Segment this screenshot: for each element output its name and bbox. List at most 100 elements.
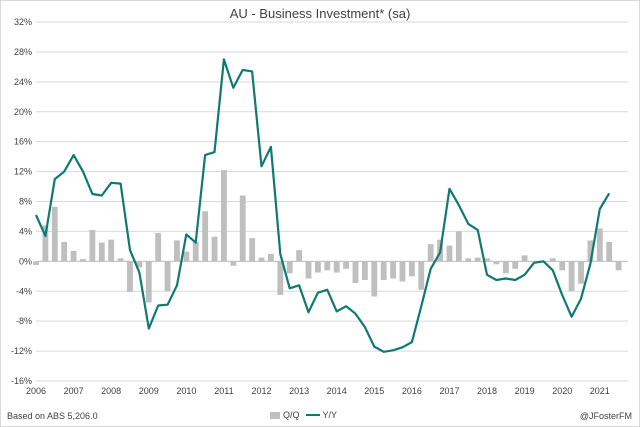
qq-bar	[578, 261, 584, 284]
qq-bar	[230, 261, 237, 266]
x-tick-label: 2007	[64, 386, 84, 396]
qq-bar	[512, 261, 519, 269]
y-tick-label: 24%	[14, 77, 32, 87]
qq-bar	[89, 229, 96, 262]
x-tick-label: 2014	[327, 386, 347, 396]
x-tick-label: 2006	[26, 386, 46, 396]
y-tick-label: 32%	[14, 17, 32, 27]
legend-item-qq: Q/Q	[270, 410, 300, 420]
author-credit: @JFosterFM	[579, 411, 632, 421]
legend-swatch-qq	[270, 411, 280, 419]
qq-bar	[202, 211, 209, 262]
y-tick-label: 28%	[14, 47, 32, 57]
qq-bar	[33, 261, 39, 266]
qq-bar	[61, 241, 68, 262]
qq-bar	[371, 261, 378, 297]
qq-bar	[324, 261, 331, 271]
qq-bar	[380, 261, 387, 281]
y-tick-label: 12%	[14, 167, 32, 177]
qq-bar	[258, 257, 265, 262]
legend-label-yy: Y/Y	[322, 410, 338, 420]
qq-bar	[305, 261, 312, 279]
y-tick-label: -16%	[11, 376, 32, 386]
chart-title: AU - Business Investment* (sa)	[229, 6, 411, 21]
source-note: Based on ABS 5,206.0	[7, 411, 98, 421]
qq-bar	[192, 241, 199, 262]
x-tick-label: 2017	[439, 386, 459, 396]
legend-label-qq: Q/Q	[283, 410, 300, 420]
qq-bar	[145, 261, 152, 303]
qq-bar	[615, 261, 622, 271]
x-tick-label: 2015	[364, 386, 384, 396]
yy-line	[34, 58, 611, 353]
qq-bar	[296, 250, 303, 262]
x-tick-label: 2010	[176, 386, 196, 396]
qq-bar	[455, 231, 462, 262]
qq-bar	[108, 239, 115, 262]
qq-bar	[314, 261, 321, 273]
x-tick-label: 2008	[101, 386, 121, 396]
x-tick-label: 2011	[214, 386, 233, 396]
x-tick-label: 2021	[590, 386, 610, 396]
x-tick-label: 2020	[552, 386, 572, 396]
qq-bar	[606, 241, 613, 262]
qq-bar	[268, 253, 274, 262]
qq-bar	[559, 261, 566, 271]
qq-bar	[521, 255, 528, 262]
qq-bar	[127, 261, 133, 292]
qq-bar	[117, 258, 124, 262]
y-tick-label: 0%	[19, 256, 32, 266]
legend-item-yy: Y/Y	[305, 410, 338, 420]
qq-bar	[418, 261, 425, 290]
qq-bar	[183, 251, 190, 262]
y-tick-label: 8%	[19, 197, 32, 207]
qq-bar	[343, 261, 350, 269]
qq-bar	[587, 240, 594, 262]
qq-bar	[164, 261, 171, 292]
y-tick-label: -8%	[16, 316, 32, 326]
y-tick-label: 20%	[14, 107, 32, 117]
qq-bar	[211, 236, 218, 262]
qq-bar	[221, 170, 227, 262]
qq-bar	[70, 250, 77, 262]
y-tick-label: -4%	[16, 286, 32, 296]
qq-bar	[333, 261, 340, 273]
qq-bar	[399, 261, 406, 282]
qq-bar	[446, 245, 453, 262]
qq-bar	[493, 261, 500, 265]
x-tick-label: 2018	[477, 386, 497, 396]
qq-bar	[352, 261, 359, 284]
qq-bar	[286, 261, 293, 274]
qq-bar	[408, 261, 415, 277]
y-tick-label: 4%	[19, 226, 32, 236]
x-tick-label: 2019	[515, 386, 535, 396]
qq-bar	[249, 238, 256, 262]
legend: Q/Q Y/Y	[270, 410, 337, 420]
x-tick-label: 2009	[139, 386, 159, 396]
qq-bar	[502, 261, 509, 274]
qq-bar	[484, 258, 490, 262]
qq-bar	[361, 261, 368, 281]
qq-bar	[51, 206, 58, 262]
x-tick-label: 2013	[289, 386, 309, 396]
qq-bar	[427, 244, 434, 262]
y-axis-ticks: 32% 28% 24% 20% 16% 12% 8% 4% 0% -4% -8% -12% -16%	[11, 17, 32, 386]
qq-bar	[465, 258, 472, 262]
x-tick-label: 2016	[402, 386, 422, 396]
x-axis-ticks: 2006 2007 2008 2009 2010 2011 2012 2013 2014 2015…	[26, 386, 610, 396]
qq-bar	[98, 242, 105, 262]
legend-swatch-yy	[305, 414, 320, 416]
yy-series-line	[34, 58, 611, 353]
qq-bar	[596, 228, 603, 262]
qq-bar	[174, 240, 180, 262]
qq-bar	[474, 257, 481, 262]
qq-bar	[136, 261, 143, 268]
qq-bar	[277, 261, 284, 295]
y-tick-label: 16%	[14, 137, 32, 147]
qq-bar	[155, 232, 162, 262]
qq-bar	[42, 225, 49, 262]
qq-bar	[568, 261, 575, 292]
qq-bar	[390, 261, 396, 279]
y-tick-label: -12%	[11, 346, 32, 356]
